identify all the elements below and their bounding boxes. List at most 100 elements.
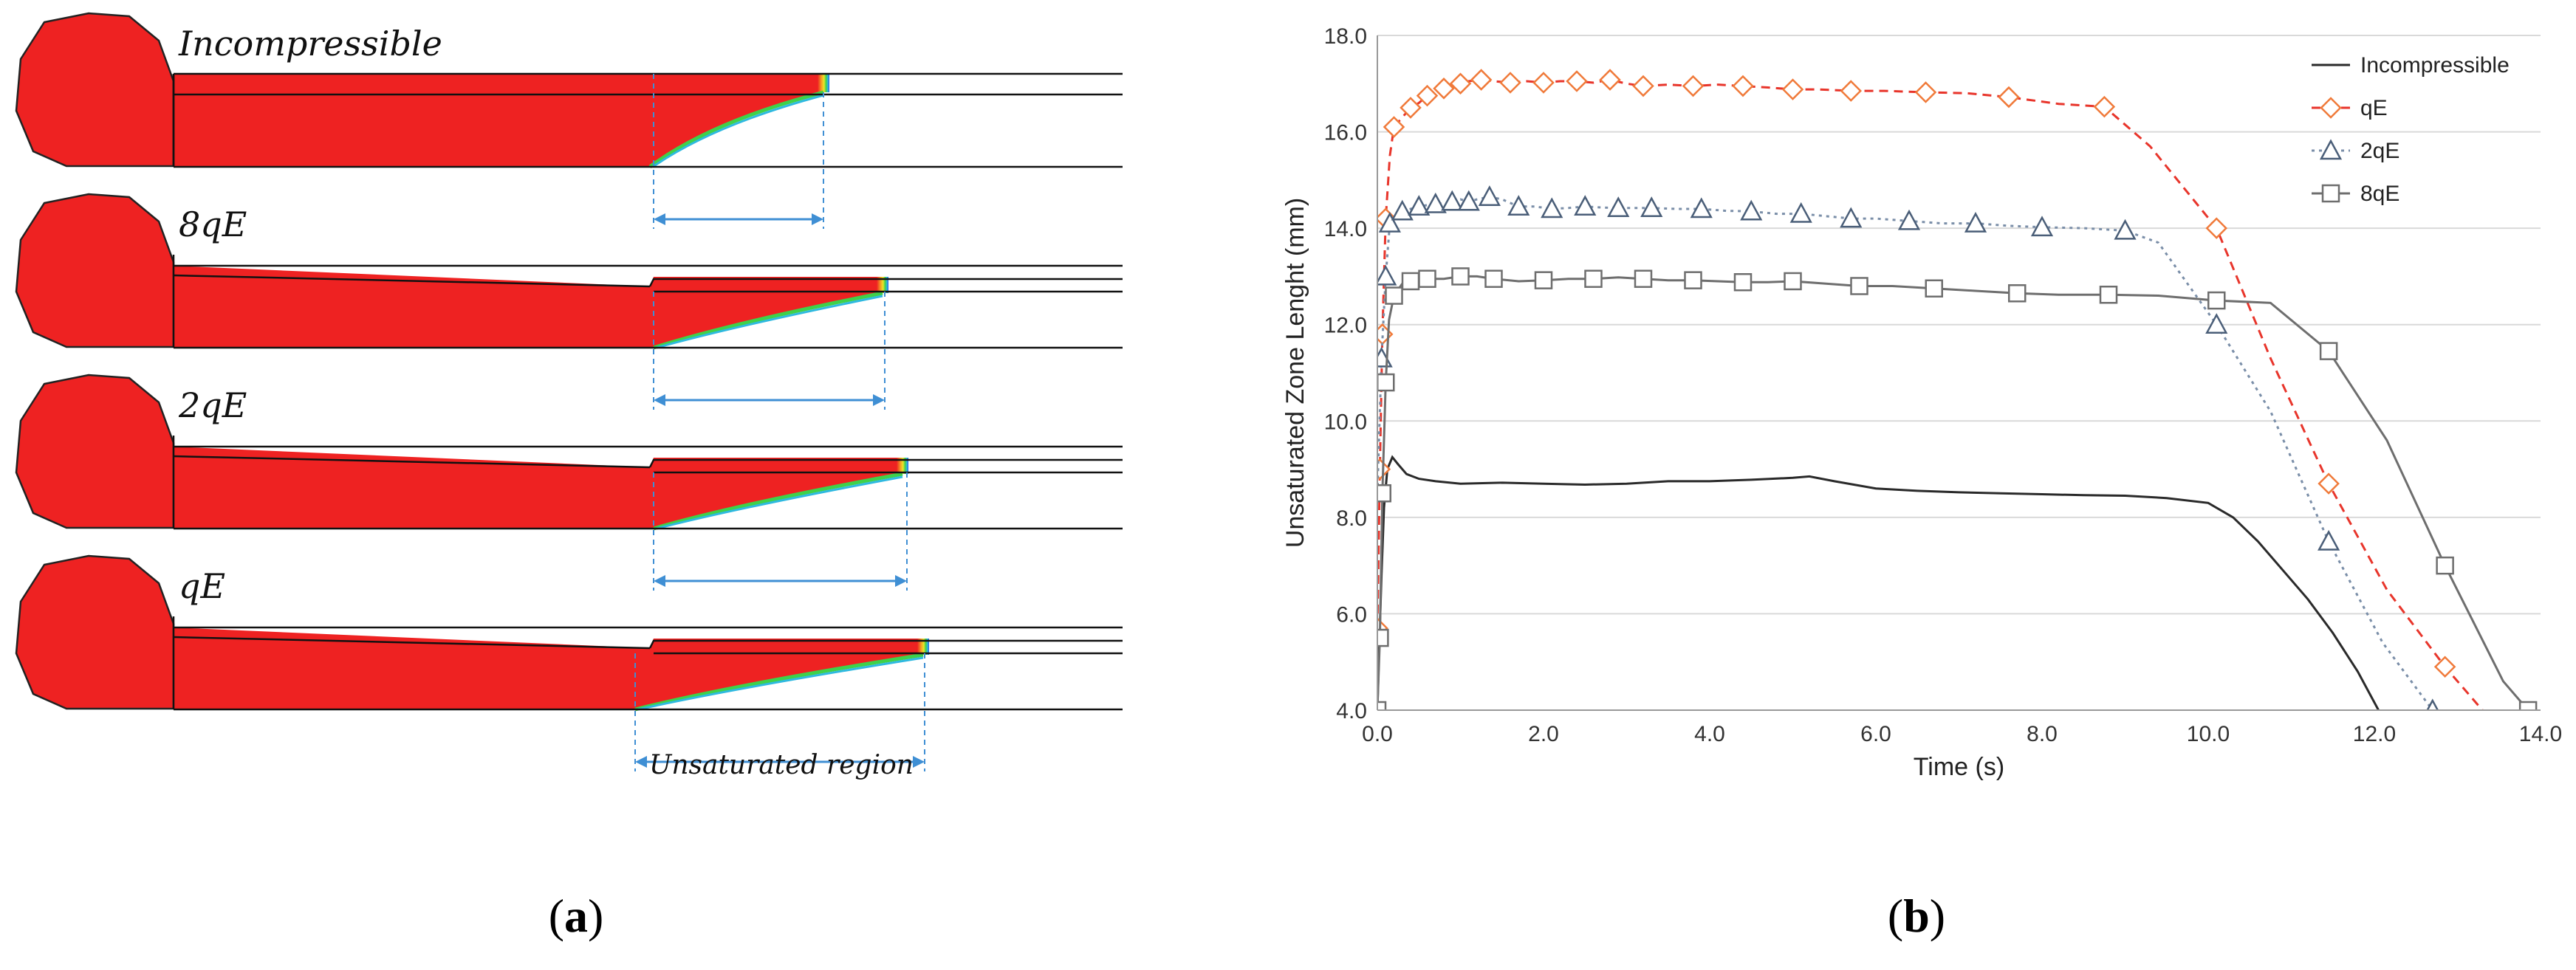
data-point-square	[1534, 271, 1553, 289]
unsaturated-zone	[650, 92, 831, 167]
data-point-triangle	[1840, 207, 1863, 228]
data-point-square	[1377, 628, 1389, 647]
y-tick-label: 4.0	[1336, 699, 1367, 723]
data-point-diamond	[1914, 81, 1937, 103]
row-label: Incompressible	[178, 24, 442, 63]
arrowhead-left	[654, 394, 665, 406]
y-tick-label: 16.0	[1324, 121, 1367, 145]
series-qE	[1377, 69, 2484, 710]
legend-item: 8qE	[2312, 182, 2399, 206]
arrowhead-left	[654, 575, 665, 587]
fill-body	[174, 266, 883, 347]
saturation-gradient-edge-inner	[637, 656, 924, 711]
die-head	[15, 12, 175, 168]
legend-item: qE	[2312, 96, 2388, 120]
data-point-diamond	[1449, 72, 1472, 95]
y-tick-label: 14.0	[1324, 217, 1367, 241]
data-point-triangle	[1574, 195, 1597, 216]
x-tick-label: 4.0	[1694, 722, 1725, 746]
data-point-triangle	[1789, 202, 1812, 223]
data-point-square	[1634, 269, 1653, 288]
panel-b-chart: 4.0 6.0 8.0 10.0 12.0 14.0 16.0 18.0 0.0 2.0 4.0 6.…	[1256, 0, 2576, 966]
chart-ticks: 4.0 6.0 8.0 10.0 12.0 14.0 16.0 18.0 0.0 2.0 4.0 6.…	[1324, 24, 2563, 746]
die-head	[15, 554, 175, 710]
die-head	[15, 374, 175, 529]
row-label: 8qE	[179, 204, 247, 244]
x-axis-label: Time (s)	[1914, 753, 2004, 781]
data-point-triangle	[1377, 264, 1397, 286]
data-point-triangle	[2318, 529, 2340, 551]
arrowhead-right	[895, 575, 907, 587]
data-point-square	[1401, 272, 1420, 291]
data-point-square	[2008, 284, 2027, 303]
data-point-diamond	[1532, 72, 1555, 94]
legend-label: qE	[2360, 96, 2388, 120]
y-tick-label: 8.0	[1336, 506, 1367, 531]
data-point-diamond	[2318, 472, 2340, 495]
unsaturated-region-label: Unsaturated region	[649, 750, 914, 780]
diagram-row: qE	[15, 554, 1123, 771]
data-point-diamond	[1840, 80, 1863, 102]
arrowhead-right	[812, 213, 823, 225]
saturation-gradient-edge	[653, 291, 883, 350]
data-point-square	[1377, 373, 1395, 392]
legend-label: Incompressible	[2360, 53, 2510, 78]
data-point-triangle	[2205, 313, 2228, 334]
legend-label: 2qE	[2360, 139, 2399, 163]
caption-b: (b)	[1888, 890, 1945, 942]
legend-label: 8qE	[2360, 182, 2399, 206]
x-tick-label: 0.0	[1362, 722, 1393, 746]
series-line	[1377, 78, 2484, 710]
legend-item: Incompressible	[2312, 53, 2510, 78]
x-tick-label: 14.0	[2519, 722, 2562, 746]
data-point-triangle	[1391, 199, 1414, 221]
x-tick-label: 2.0	[1528, 722, 1559, 746]
saturation-gradient-edge-inner	[656, 295, 883, 349]
row-label: qE	[179, 566, 225, 606]
caption-a: (a)	[549, 890, 604, 942]
y-tick-label: 10.0	[1324, 410, 1367, 434]
x-tick-label: 8.0	[2027, 722, 2058, 746]
data-point-diamond	[1416, 84, 1439, 107]
data-point-diamond	[1499, 72, 1521, 94]
data-point-square	[1377, 701, 1387, 710]
data-point-square	[2099, 285, 2118, 304]
series-2qE	[1377, 185, 2439, 710]
data-point-square	[1584, 269, 1603, 288]
data-point-square	[1850, 277, 1868, 295]
data-point-square	[2321, 184, 2340, 203]
data-point-triangle	[1441, 190, 1464, 211]
chart-axes	[1377, 35, 2541, 711]
data-point-diamond	[1781, 78, 1804, 100]
data-point-diamond	[1433, 78, 1455, 100]
data-point-diamond	[1998, 86, 2020, 109]
data-point-diamond	[1470, 69, 1493, 91]
data-point-triangle	[2114, 219, 2137, 240]
arrowhead-left	[654, 213, 665, 225]
series-8qE	[1377, 267, 2538, 710]
data-point-triangle	[1378, 211, 1401, 233]
y-tick-label: 12.0	[1324, 314, 1367, 338]
saturation-gradient-edge-inner	[656, 475, 903, 530]
data-point-square	[1925, 279, 1943, 297]
data-point-diamond	[1682, 75, 1705, 97]
fill-body	[174, 74, 823, 166]
x-tick-label: 6.0	[1860, 722, 1891, 746]
data-point-square	[2207, 291, 2226, 310]
row-label: 2qE	[178, 385, 247, 425]
data-point-triangle	[1607, 196, 1630, 217]
saturation-gradient-edge	[653, 472, 903, 531]
channel-inner-line	[173, 274, 651, 288]
data-point-triangle	[1424, 192, 1447, 213]
chart-series	[1377, 69, 2538, 710]
x-tick-label: 10.0	[2187, 722, 2230, 746]
data-point-square	[1377, 484, 1391, 503]
data-point-triangle	[1964, 211, 1987, 233]
data-point-triangle	[1478, 185, 1501, 206]
data-point-diamond	[1383, 116, 1405, 138]
data-point-triangle	[1897, 209, 1921, 230]
channel-step	[648, 278, 1123, 287]
data-point-triangle	[1507, 195, 1530, 216]
die-head	[15, 193, 175, 348]
arrowhead-left	[635, 756, 647, 768]
